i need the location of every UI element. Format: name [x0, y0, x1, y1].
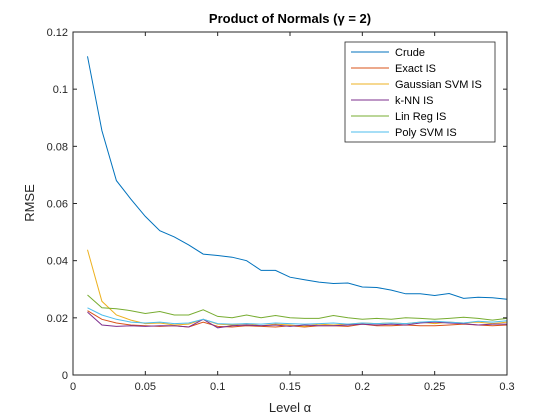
y-axis-ticks: 0 0.02 0.04 0.06 0.08 0.1 0.12: [47, 27, 507, 382]
y-tick-label: 0.04: [47, 256, 68, 268]
y-tick-label: 0.1: [53, 84, 68, 96]
legend-label: Lin Reg IS: [395, 111, 446, 123]
series-line-3: [87, 311, 507, 329]
legend-label: Poly SVM IS: [395, 127, 457, 139]
legend-label: Exact IS: [395, 63, 436, 75]
legend-label: k-NN IS: [395, 95, 434, 107]
series-line-4: [87, 294, 508, 321]
y-tick-label: 0.06: [47, 199, 68, 211]
y-axis-label: RMSE: [22, 184, 37, 222]
y-tick-label: 0.08: [47, 141, 68, 153]
legend: Crude Exact IS Gaussian SVM IS k-NN IS Lin R…: [344, 41, 496, 143]
x-tick-label: 0.2: [355, 381, 370, 393]
legend-label: Gaussian SVM IS: [395, 79, 482, 91]
series-line-0: [87, 56, 508, 300]
x-tick-label: 0.1: [210, 381, 225, 393]
x-tick-label: 0.05: [135, 381, 156, 393]
chart-title: Product of Normals (γ = 2): [209, 11, 371, 26]
y-tick-label: 0.02: [47, 313, 68, 325]
legend-box: [344, 41, 496, 143]
x-axis-label: Level α: [269, 400, 312, 415]
y-tick-label: 0.12: [47, 27, 68, 39]
series-layer: [87, 56, 508, 329]
x-axis-ticks: 0 0.05 0.1 0.15 0.2 0.25 0.3: [70, 32, 515, 393]
y-tick-label: 0: [62, 370, 68, 382]
x-tick-label: 0: [70, 381, 76, 393]
series-line-5: [87, 307, 508, 325]
x-tick-label: 0.25: [424, 381, 445, 393]
legend-label: Crude: [395, 47, 425, 59]
x-tick-label: 0.15: [279, 381, 300, 393]
x-tick-label: 0.3: [499, 381, 514, 393]
